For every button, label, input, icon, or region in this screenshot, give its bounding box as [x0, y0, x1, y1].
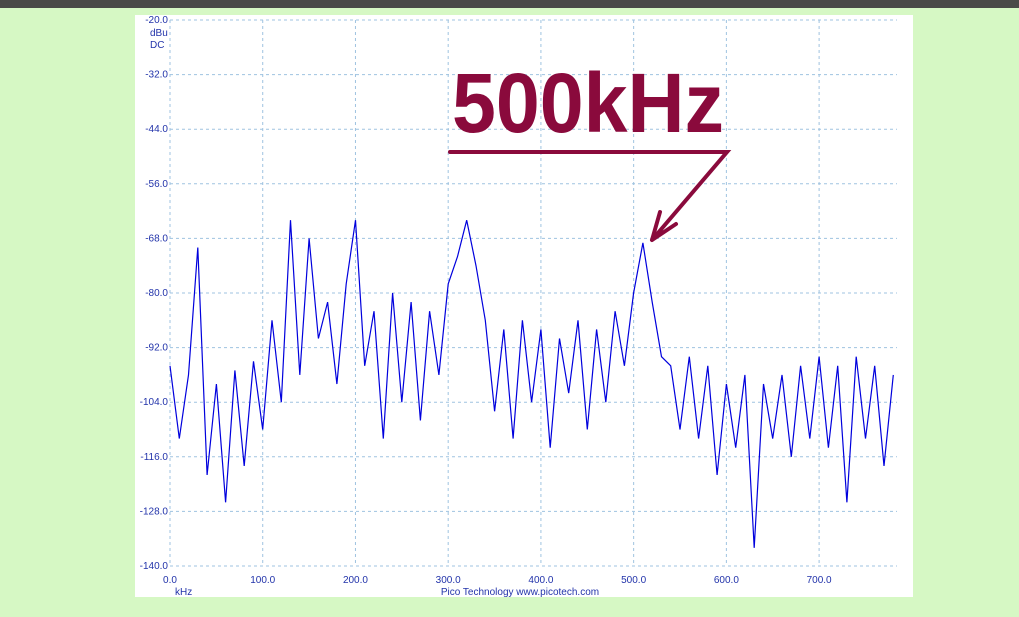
x-unit: kHz	[175, 587, 192, 598]
y-tick-label: -44.0	[145, 124, 168, 135]
x-tick-label: 700.0	[807, 575, 832, 586]
y-tick-label: -80.0	[145, 288, 168, 299]
footer: Pico Technology www.picotech.com	[441, 587, 599, 598]
y-unit: dBu	[150, 28, 168, 39]
y-tick-label: -128.0	[140, 506, 169, 517]
x-tick-label: 400.0	[528, 575, 553, 586]
page: dBu DC kHz Pico Technology www.picotech.…	[0, 0, 1019, 617]
y-tick-label: -32.0	[145, 70, 168, 81]
annotation: 500kHz	[452, 56, 724, 150]
chart: dBu DC kHz Pico Technology www.picotech.…	[0, 0, 1019, 617]
x-tick-label: 600.0	[714, 575, 739, 586]
y-tick-label: -92.0	[145, 343, 168, 354]
y-tick-label: -68.0	[145, 233, 168, 244]
y-tick-label: -20.0	[145, 15, 168, 26]
y-tick-label: -104.0	[140, 397, 169, 408]
x-tick-label: 300.0	[436, 575, 461, 586]
top-photo-strip	[0, 0, 1019, 8]
y-coupling: DC	[150, 40, 164, 51]
x-tick-label: 200.0	[343, 575, 368, 586]
x-tick-label: 100.0	[250, 575, 275, 586]
x-tick-label: 0.0	[163, 575, 177, 586]
y-tick-label: -140.0	[140, 561, 169, 572]
y-tick-label: -116.0	[140, 452, 168, 463]
y-tick-label: -56.0	[145, 179, 168, 190]
x-tick-label: 500.0	[621, 575, 646, 586]
